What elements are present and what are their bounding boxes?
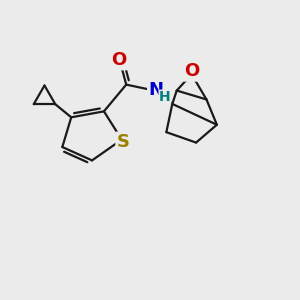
Text: O: O	[111, 51, 126, 69]
Text: H: H	[159, 90, 171, 104]
Text: S: S	[117, 133, 130, 151]
Text: O: O	[184, 62, 199, 80]
Text: N: N	[148, 81, 164, 99]
